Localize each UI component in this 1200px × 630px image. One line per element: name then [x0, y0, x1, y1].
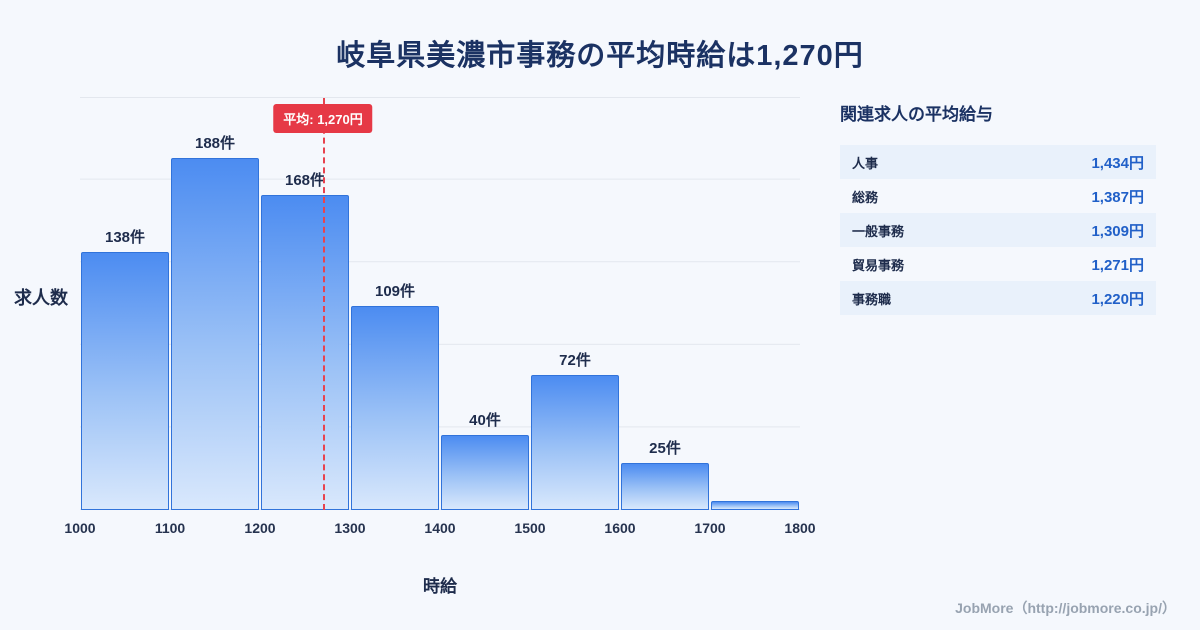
x-tick-label: 1800 [784, 520, 816, 536]
histogram-bar [171, 157, 259, 510]
x-tick-label: 1100 [154, 520, 186, 536]
histogram-bin: 138件 [80, 98, 170, 510]
salary-row: 総務 1,387円 [840, 179, 1156, 213]
histogram-bar [711, 500, 799, 510]
salary-value: 1,220円 [1091, 290, 1144, 308]
salary-value: 1,271円 [1091, 256, 1144, 274]
x-tick-label: 1500 [514, 520, 546, 536]
bars-container: 138件 188件 168件 109件 40件 72件 25件 [80, 98, 800, 510]
histogram-plot-area: 138件 188件 168件 109件 40件 72件 25件 平均: 1,270円 [80, 97, 800, 510]
histogram-bin [710, 98, 800, 510]
panel-heading: 関連求人の平均給与 [840, 105, 993, 124]
salary-row: 事務職 1,220円 [840, 281, 1156, 315]
job-category-label: 貿易事務 [852, 257, 905, 273]
salary-row: 人事 1,434円 [840, 145, 1156, 179]
bar-count-label: 188件 [194, 134, 236, 152]
bar-count-label: 168件 [284, 172, 326, 190]
histogram-bar [621, 463, 709, 510]
histogram-bin: 40件 [440, 98, 530, 510]
x-axis-label: 時給 [423, 577, 457, 596]
histogram-bin: 72件 [530, 98, 620, 510]
credit-text: JobMore（http://jobmore.co.jp/） [955, 600, 1176, 616]
x-tick-label: 1600 [604, 520, 636, 536]
histogram-bin: 25件 [620, 98, 710, 510]
histogram-bar [261, 195, 349, 510]
salary-row: 一般事務 1,309円 [840, 213, 1156, 247]
x-tick-label: 1300 [334, 520, 366, 536]
salary-value: 1,309円 [1091, 222, 1144, 240]
x-tick-label: 1200 [244, 520, 276, 536]
job-category-label: 人事 [852, 155, 879, 171]
average-badge: 平均: 1,270円 [273, 104, 373, 133]
y-axis-label: 求人数 [14, 288, 68, 308]
job-category-label: 事務職 [852, 291, 892, 307]
salary-value: 1,434円 [1091, 154, 1144, 172]
histogram-bar [441, 435, 529, 510]
job-category-label: 総務 [852, 189, 879, 205]
salary-table: 人事 1,434円総務 1,387円一般事務 1,309円貿易事務 1,271円事務職 1… [840, 145, 1156, 315]
bar-count-label: 138件 [104, 228, 146, 246]
job-category-label: 一般事務 [852, 223, 905, 239]
x-tick-label: 1000 [64, 520, 96, 536]
bar-count-label: 25件 [649, 440, 681, 458]
histogram-bin: 188件 [170, 98, 260, 510]
bar-count-label: 40件 [469, 412, 501, 430]
page-title: 岐阜県美濃市事務の平均時給は1,270円 [336, 40, 864, 72]
average-line [323, 98, 325, 510]
histogram-bin: 168件 [260, 98, 350, 510]
histogram-bar [351, 305, 439, 510]
x-tick-label: 1700 [694, 520, 726, 536]
bar-count-label: 72件 [559, 352, 591, 370]
x-tick-label: 1400 [424, 520, 456, 536]
histogram-bin: 109件 [350, 98, 440, 510]
histogram-bar [531, 375, 619, 510]
salary-value: 1,387円 [1091, 188, 1144, 206]
related-salary-panel: 関連求人の平均給与 人事 1,434円総務 1,387円一般事務 1,309円貿易事務… [840, 100, 1156, 315]
salary-row: 貿易事務 1,271円 [840, 247, 1156, 281]
bar-count-label: 109件 [374, 282, 416, 300]
x-axis-ticks: 1000 1100 1200 1300 1400 1500 1600 1700 1800 [64, 520, 815, 540]
histogram-bar [81, 251, 169, 510]
